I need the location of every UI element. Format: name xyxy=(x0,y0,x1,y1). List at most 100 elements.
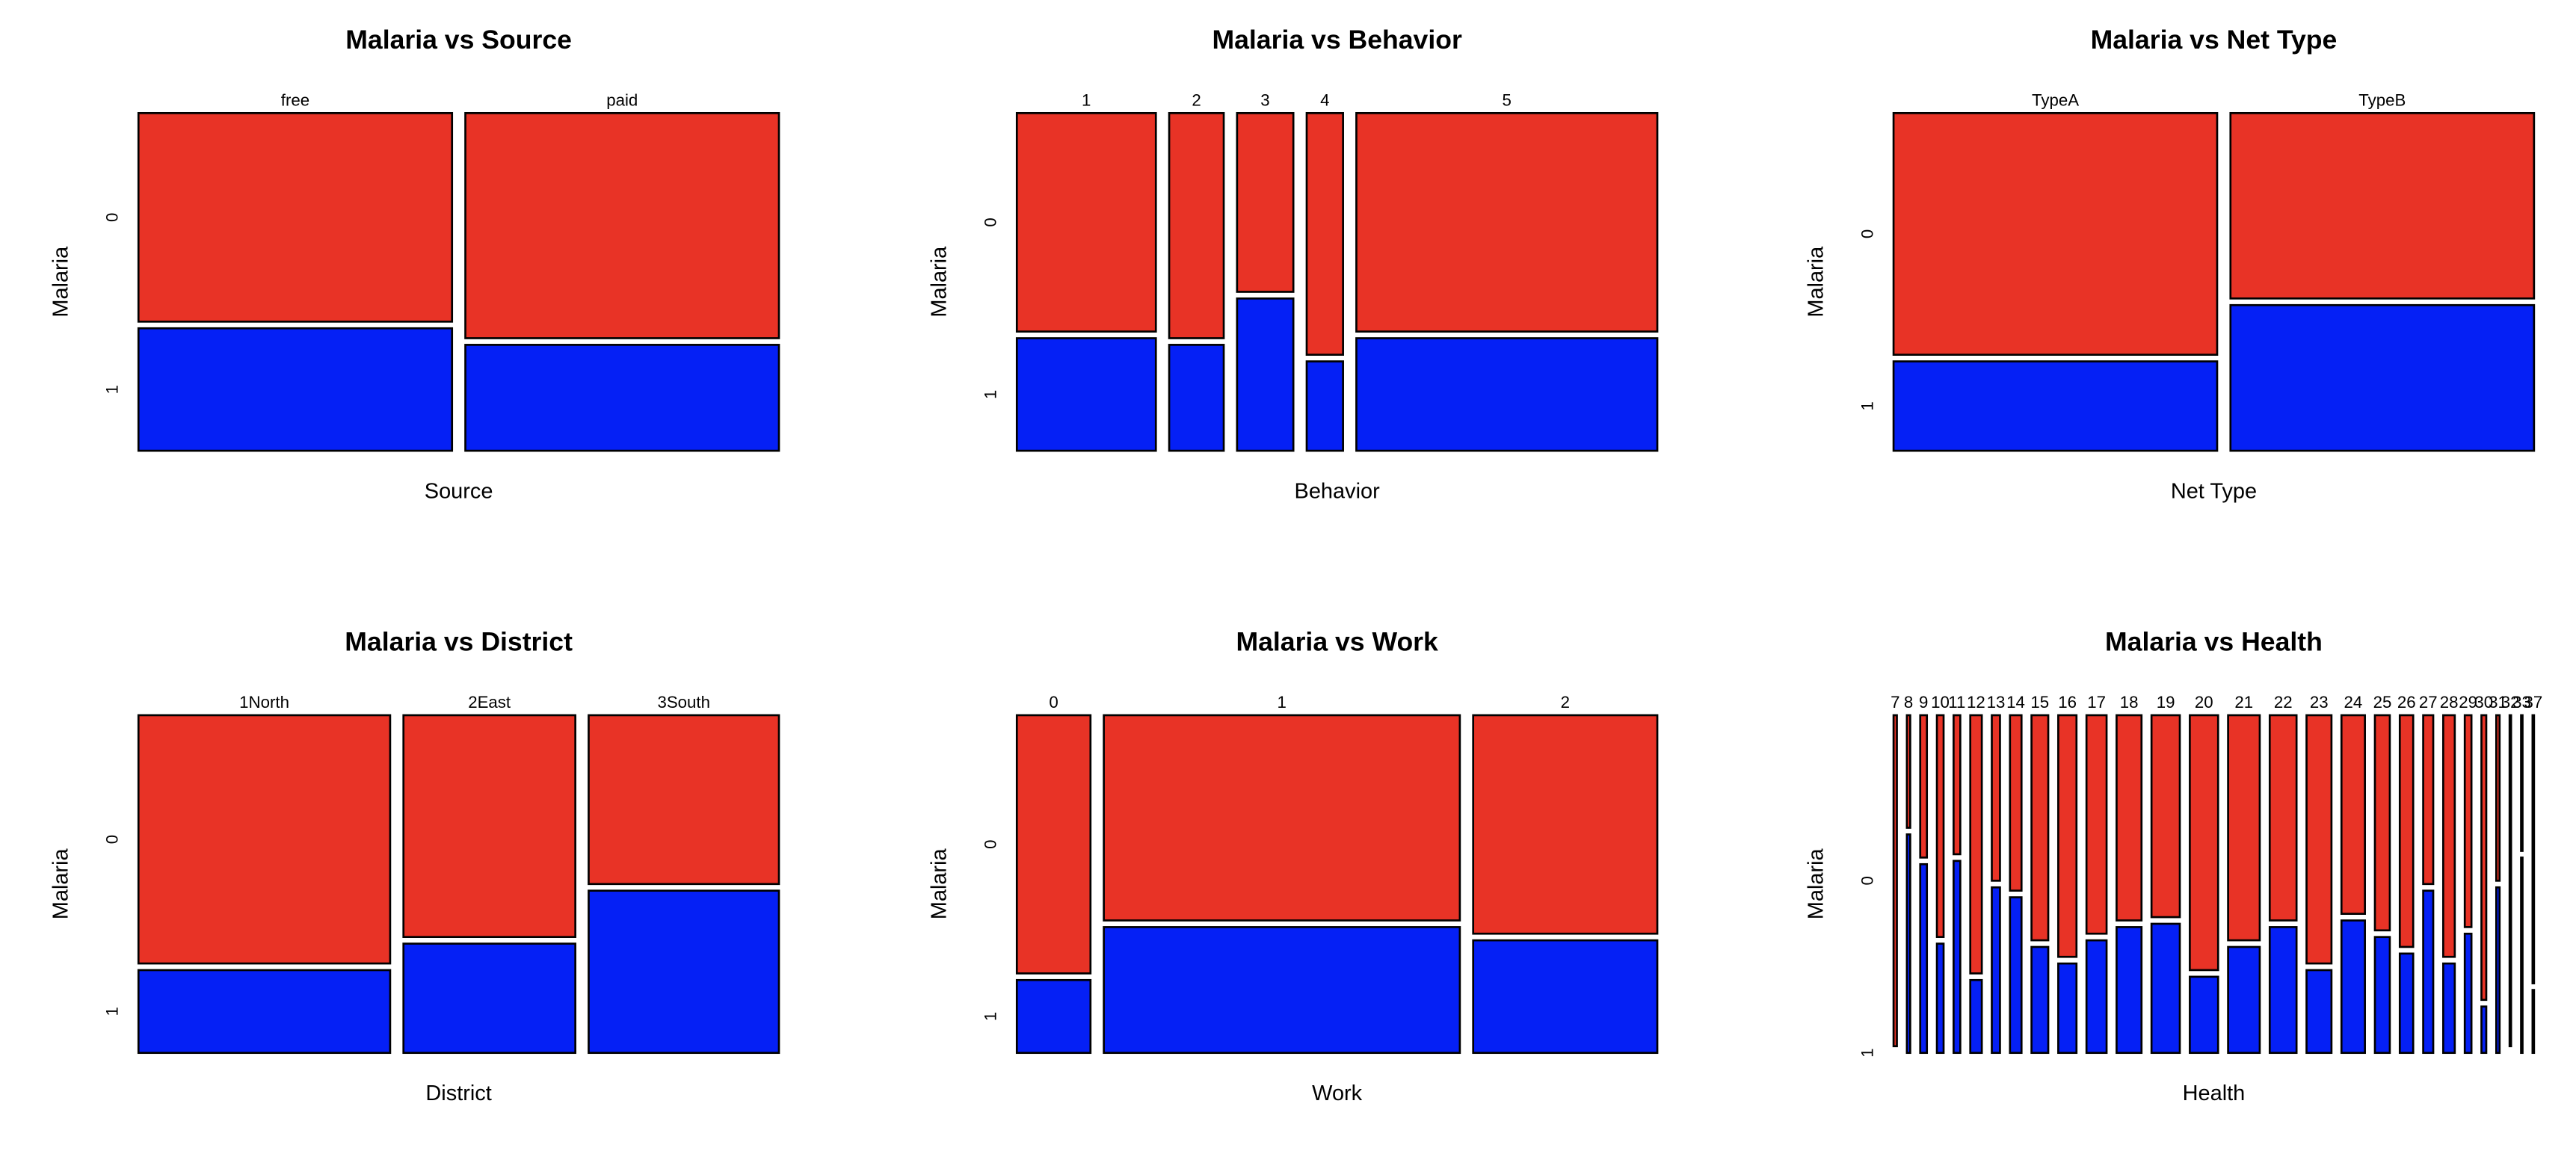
mosaic-tile xyxy=(2189,714,2219,972)
mosaic-tile xyxy=(137,111,454,323)
mosaic-tile xyxy=(2057,962,2078,1055)
panel-title: Malaria vs Behavior xyxy=(1212,25,1462,55)
category-label: 33 xyxy=(2512,693,2531,712)
mosaic-tile xyxy=(2520,714,2524,852)
mosaic-tile xyxy=(1919,863,1929,1055)
y-axis-label: Malaria xyxy=(49,246,73,318)
mosaic-tile xyxy=(2150,714,2181,919)
x-axis-label: Source xyxy=(425,479,493,503)
category-label: 1North xyxy=(239,693,289,712)
category-label: 5 xyxy=(1503,91,1512,110)
mosaic-tile xyxy=(2340,714,2366,915)
mosaic-tile xyxy=(1969,978,1983,1055)
mosaic-tile xyxy=(1015,337,1157,452)
mosaic-tile xyxy=(2398,714,2415,948)
mosaic-tile xyxy=(1355,111,1659,333)
mosaic-tile xyxy=(1236,111,1295,293)
mosaic-tile xyxy=(2229,111,2536,300)
mosaic-tile xyxy=(1168,111,1225,339)
mosaic-tile xyxy=(1892,111,2219,356)
category-label: 24 xyxy=(2344,693,2363,712)
category-label: 7 xyxy=(1891,693,1899,712)
category-label: 4 xyxy=(1320,91,1329,110)
y-level-label: 1 xyxy=(982,390,1000,399)
panel-title: Malaria vs District xyxy=(345,627,573,657)
mosaic-tile xyxy=(1892,714,1898,1048)
mosaic-tile xyxy=(2480,714,2488,1002)
category-label: 3 xyxy=(1260,91,1269,110)
y-level-label: 1 xyxy=(1858,1049,1877,1058)
mosaic-tile xyxy=(2085,714,2108,935)
category-label: 9 xyxy=(1919,693,1928,712)
mosaic-tile xyxy=(2508,714,2512,1048)
category-label: 3South xyxy=(657,693,710,712)
mosaic-tile xyxy=(1991,886,2001,1055)
mosaic-tile xyxy=(2268,926,2298,1055)
x-axis-label: Net Type xyxy=(2171,479,2257,503)
mosaic-tile xyxy=(2495,714,2501,882)
y-level-label: 0 xyxy=(982,839,1000,848)
y-level-label: 1 xyxy=(103,385,122,394)
mosaic-tile xyxy=(2340,919,2366,1055)
category-label: 31 xyxy=(2489,693,2507,712)
mosaic-tile xyxy=(2495,886,2501,1055)
category-label: 2 xyxy=(1561,693,1570,712)
category-label: 37 xyxy=(2524,693,2542,712)
mosaic-tile xyxy=(137,969,392,1055)
panel-title: Malaria vs Work xyxy=(1236,627,1438,657)
mosaic-tile xyxy=(2463,714,2473,928)
category-label: 2East xyxy=(468,693,511,712)
y-level-label: 0 xyxy=(1858,229,1877,238)
mosaic-tile xyxy=(1991,714,2001,882)
mosaic-tile xyxy=(2422,714,2435,886)
category-label: 2 xyxy=(1192,91,1201,110)
mosaic-tile xyxy=(2150,922,2181,1055)
mosaic-tile xyxy=(137,327,454,452)
mosaic-tile xyxy=(2442,962,2456,1055)
category-label: 12 xyxy=(1967,693,1985,712)
y-axis-label: Malaria xyxy=(928,848,952,919)
mosaic-tile xyxy=(2227,714,2261,942)
panel-title: Malaria vs Health xyxy=(2105,627,2323,657)
category-label: paid xyxy=(606,91,638,110)
category-label: 23 xyxy=(2310,693,2329,712)
mosaic-tile xyxy=(1103,714,1461,922)
mosaic-tile xyxy=(2398,952,2415,1055)
mosaic-tile xyxy=(2268,714,2298,922)
mosaic-tile xyxy=(1472,714,1659,935)
category-label: 0 xyxy=(1049,693,1058,712)
x-axis-label: Behavior xyxy=(1295,479,1381,503)
mosaic-tile xyxy=(2030,945,2050,1055)
mosaic-tile xyxy=(2227,945,2261,1055)
mosaic-tile xyxy=(2009,896,2023,1055)
mosaic-tile xyxy=(464,344,780,452)
y-level-label: 1 xyxy=(1858,401,1877,410)
mosaic-tile xyxy=(2422,889,2435,1055)
mosaic-tile xyxy=(1015,111,1157,333)
mosaic-tile xyxy=(1472,939,1659,1055)
mosaic-tile xyxy=(2305,714,2333,965)
category-label: 11 xyxy=(1948,693,1965,712)
mosaic-tile xyxy=(1935,714,1945,938)
y-level-label: 1 xyxy=(103,1007,122,1016)
category-label: 20 xyxy=(2195,693,2213,712)
category-label: free xyxy=(281,91,309,110)
mosaic-tile xyxy=(2531,989,2536,1055)
mosaic-tile xyxy=(1103,926,1461,1055)
category-label: 27 xyxy=(2419,693,2438,712)
category-label: TypeA xyxy=(2032,91,2079,110)
category-label: 28 xyxy=(2440,693,2459,712)
mosaic-tile xyxy=(588,714,780,886)
panel-title: Malaria vs Net Type xyxy=(2091,25,2338,55)
mosaic-tile xyxy=(2463,932,2473,1055)
category-label: 18 xyxy=(2120,693,2139,712)
mosaic-tile xyxy=(137,714,392,965)
x-axis-label: Work xyxy=(1312,1081,1362,1105)
mosaic-tile xyxy=(1015,714,1092,975)
mosaic-tile xyxy=(1168,344,1225,452)
y-level-label: 0 xyxy=(1858,876,1877,885)
mosaic-tile xyxy=(1953,714,1962,856)
category-label: 26 xyxy=(2397,693,2416,712)
mosaic-tile xyxy=(1305,111,1344,356)
mosaic-tile xyxy=(2229,303,2536,452)
